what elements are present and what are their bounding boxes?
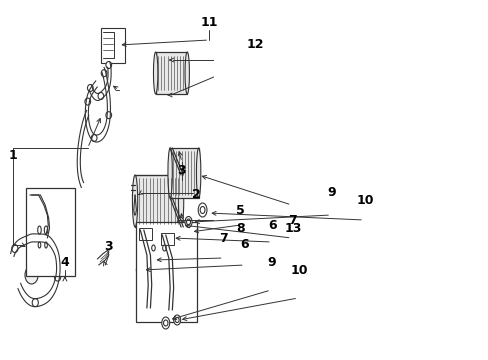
Ellipse shape (178, 175, 183, 227)
Text: 9: 9 (327, 185, 336, 198)
Ellipse shape (173, 315, 180, 325)
Text: 1: 1 (9, 149, 18, 162)
Ellipse shape (32, 299, 38, 307)
Ellipse shape (44, 242, 47, 248)
Ellipse shape (44, 226, 48, 234)
Ellipse shape (132, 175, 138, 227)
Text: 2: 2 (192, 188, 201, 201)
Ellipse shape (132, 190, 138, 199)
Text: 13: 13 (284, 221, 301, 234)
Text: 8: 8 (236, 221, 244, 234)
Ellipse shape (91, 134, 97, 141)
Bar (135, 175, 181, 227)
Ellipse shape (12, 244, 18, 252)
Text: 3: 3 (104, 240, 113, 253)
Text: 12: 12 (246, 37, 264, 50)
Text: 11: 11 (200, 15, 218, 28)
Bar (136, 222, 197, 322)
Text: 7: 7 (288, 213, 297, 226)
Text: 10: 10 (290, 264, 307, 276)
Text: 7: 7 (219, 231, 227, 244)
Text: 6: 6 (268, 219, 277, 231)
Ellipse shape (106, 112, 111, 119)
Ellipse shape (25, 266, 38, 284)
Text: 10: 10 (355, 194, 373, 207)
Ellipse shape (149, 257, 153, 262)
Bar (26, 188, 75, 276)
Text: 9: 9 (267, 256, 276, 269)
Ellipse shape (196, 148, 201, 198)
Ellipse shape (167, 148, 172, 198)
Ellipse shape (49, 240, 55, 248)
Ellipse shape (85, 98, 90, 105)
Bar (161, 233, 173, 245)
Ellipse shape (163, 245, 166, 251)
Ellipse shape (134, 193, 136, 198)
Ellipse shape (98, 93, 103, 99)
Ellipse shape (175, 318, 179, 323)
Ellipse shape (138, 267, 142, 273)
Ellipse shape (177, 217, 183, 226)
Ellipse shape (184, 52, 189, 94)
Ellipse shape (163, 320, 167, 326)
Text: 6: 6 (240, 239, 248, 252)
Ellipse shape (186, 219, 190, 225)
Ellipse shape (38, 226, 41, 234)
Ellipse shape (29, 234, 35, 242)
Ellipse shape (200, 207, 204, 213)
Ellipse shape (162, 317, 169, 329)
Ellipse shape (153, 52, 158, 94)
Ellipse shape (184, 216, 192, 228)
Text: 3: 3 (177, 163, 186, 176)
Ellipse shape (151, 245, 155, 251)
Ellipse shape (179, 220, 182, 224)
Ellipse shape (55, 273, 61, 281)
Ellipse shape (198, 203, 206, 217)
Ellipse shape (147, 255, 155, 265)
Ellipse shape (87, 85, 93, 91)
Ellipse shape (101, 69, 107, 77)
Text: 4: 4 (61, 256, 69, 269)
Ellipse shape (106, 62, 111, 68)
Ellipse shape (136, 264, 144, 276)
Bar (155, 52, 187, 94)
Bar (170, 148, 198, 198)
Ellipse shape (166, 227, 173, 237)
Bar (139, 228, 151, 240)
Bar (101, 28, 125, 63)
Ellipse shape (168, 230, 172, 234)
Ellipse shape (38, 242, 41, 248)
Text: 5: 5 (235, 203, 244, 216)
